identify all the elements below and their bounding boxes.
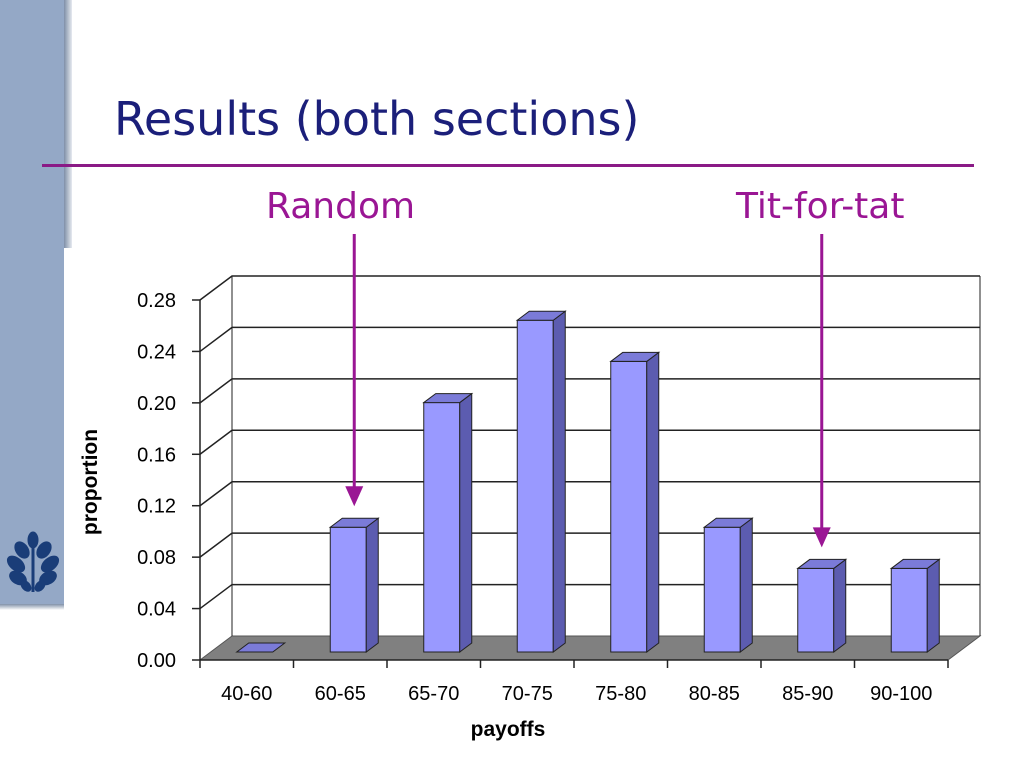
bar-side [833,558,847,653]
bar-front [890,567,928,653]
x-tick-label: 40-60 [221,683,272,705]
bar [796,558,848,653]
annotation-arrow [345,234,364,507]
x-tick-label: 65-70 [408,683,459,705]
x-tick-label: 75-80 [595,683,646,705]
chart-back-wall [200,276,980,660]
bar-side [739,517,753,653]
bar-side [646,351,660,653]
bar-side [459,392,473,653]
bar-top [889,558,941,569]
bar-front [423,402,461,653]
bar [515,310,567,653]
annotation-random: Random [266,186,416,227]
annotation-arrow [812,234,831,548]
sidebar-bottom-shadow [0,604,64,610]
bar [328,517,380,653]
y-tick-label: 0.12 [137,496,176,518]
bar-top [515,310,567,321]
bar-top [796,558,848,569]
bar-side [552,310,566,653]
x-tick-label: 90-100 [870,683,932,705]
x-tick-label: 60-65 [315,683,366,705]
bar-side [365,517,379,653]
bar-front [797,567,835,653]
y-tick-label: 0.20 [137,393,176,415]
bar-front [610,360,648,653]
bar-top [609,351,661,362]
slide-title: Results (both sections) [114,92,640,146]
y-tick-label: 0.00 [137,650,176,672]
bar-side [926,558,940,653]
slide-sidebar [0,0,64,608]
bar-top [328,517,380,528]
bar [889,558,941,653]
oak-leaf-seal-icon [6,531,60,592]
bar-top [422,393,474,404]
y-axis-title: proportion [79,429,102,535]
annotation-tit-for-tat: Tit-for-tat [736,186,905,227]
arrow-head [812,527,831,548]
y-tick-label: 0.28 [137,290,176,312]
y-tick-label: 0.04 [137,599,176,621]
y-tick-label: 0.16 [137,444,176,466]
bar-front [703,526,741,653]
y-tick-label: 0.24 [137,341,176,363]
bar [702,517,754,653]
bar-top [702,517,754,528]
x-tick-label: 80-85 [689,683,740,705]
bar [422,392,474,653]
title-divider [42,164,974,167]
arrow-head [345,486,364,507]
x-axis-title: payoffs [471,718,546,741]
bar [235,642,287,653]
x-tick-label: 85-90 [782,683,833,705]
y-tick-label: 0.08 [137,547,176,569]
bar-front [329,526,367,653]
bar [609,351,661,653]
chart-floor [198,635,982,661]
x-tick-label: 70-75 [502,683,553,705]
bar-front [516,319,554,653]
bar-top [235,642,287,653]
sidebar-shadow [64,0,72,248]
